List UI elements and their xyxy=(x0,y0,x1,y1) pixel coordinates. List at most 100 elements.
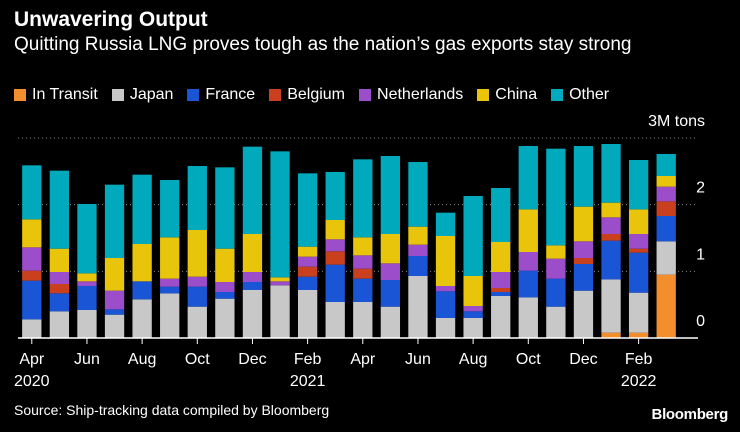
legend-item-china: China xyxy=(477,86,537,104)
bar-segment-netherlands xyxy=(160,278,180,287)
bar-segment-france xyxy=(380,280,401,307)
bar-stack xyxy=(518,146,538,338)
bar-segment-other xyxy=(325,172,345,220)
legend-swatch xyxy=(359,89,372,101)
x-tick-label: Feb xyxy=(625,351,653,368)
x-tick-label: Apr xyxy=(19,351,45,368)
bar-segment-china xyxy=(215,248,235,282)
bar-segment-japan xyxy=(132,299,152,338)
bar-segment-netherlands xyxy=(270,281,290,286)
chart-subtitle: Quitting Russia LNG proves tough as the … xyxy=(14,34,632,55)
bar-segment-japan xyxy=(380,306,401,338)
legend-item-japan: Japan xyxy=(111,86,173,104)
bar-segment-japan xyxy=(435,318,456,338)
bar-segment-other xyxy=(656,154,676,176)
bar-segment-belgium xyxy=(628,248,649,253)
x-tick-label: Aug xyxy=(128,351,156,368)
bar-segment-china xyxy=(270,277,290,282)
bar-segment-netherlands xyxy=(297,256,318,267)
bar-segment-japan xyxy=(463,318,483,338)
bar-segment-in-transit xyxy=(656,274,676,338)
bar-segment-other xyxy=(546,148,566,246)
x-tick-label: Feb xyxy=(294,351,322,368)
bar-segment-belgium xyxy=(22,270,42,281)
x-year-label: 2021 xyxy=(290,373,326,390)
bar-segment-belgium xyxy=(49,284,70,294)
legend-item-other: Other xyxy=(551,86,609,104)
bar-segment-other xyxy=(297,173,318,247)
bar-segment-belgium xyxy=(573,258,594,264)
bar-segment-belgium xyxy=(601,234,621,241)
bar-segment-france xyxy=(242,282,263,290)
bar-segment-france xyxy=(463,311,483,318)
bar-segment-in-transit xyxy=(628,332,649,338)
bar-segment-other xyxy=(187,166,207,230)
bar-segment-france xyxy=(104,309,125,315)
bar-segment-japan xyxy=(546,306,566,338)
legend-label: Belgium xyxy=(287,86,346,103)
chart-title: Unwavering Output xyxy=(14,8,208,31)
bar-segment-china xyxy=(325,220,345,240)
bar-stack xyxy=(160,180,180,338)
x-tick-label: Jun xyxy=(74,351,100,368)
legend-label: Other xyxy=(569,86,610,103)
y-tick-label: 2 xyxy=(696,180,705,197)
bar-segment-netherlands xyxy=(573,241,594,258)
bar-segment-other xyxy=(463,196,483,276)
bar-segment-china xyxy=(77,273,97,282)
bar-segment-france xyxy=(408,256,428,276)
bar-segment-netherlands xyxy=(491,272,511,288)
bar-segment-france xyxy=(325,264,345,302)
bar-segment-japan xyxy=(77,310,97,338)
legend-swatch xyxy=(477,89,490,101)
bar-segment-japan xyxy=(656,241,676,275)
bar-stack xyxy=(22,165,42,338)
bar-segment-japan xyxy=(601,279,621,333)
x-axis: Apr 2020 Jun Aug Oct Dec Feb 2021 Apr Jun Aug Oct De… xyxy=(14,337,698,390)
bar-segment-france xyxy=(187,286,207,307)
bar-segment-other xyxy=(104,184,125,258)
bar-stack xyxy=(491,188,511,338)
bar-segment-other xyxy=(353,159,373,238)
bar-segment-japan xyxy=(573,290,594,338)
legend-label: France xyxy=(205,86,256,103)
bar-segment-france xyxy=(435,291,456,318)
bar-segment-japan xyxy=(22,319,42,338)
legend-swatch xyxy=(14,89,26,101)
bar-segment-france xyxy=(518,270,538,298)
bar-segment-china xyxy=(546,245,566,259)
bar-segment-netherlands xyxy=(435,286,456,292)
bar-segment-netherlands xyxy=(325,239,345,252)
bar-segment-belgium xyxy=(491,288,511,292)
bar-segment-france xyxy=(22,280,42,320)
x-year-label: 2022 xyxy=(621,373,657,390)
bar-segment-france xyxy=(628,252,649,293)
bar-segment-japan xyxy=(49,311,70,338)
legend-item-belgium: Belgium xyxy=(269,86,345,104)
bar-segment-japan xyxy=(160,293,180,338)
bar-stack xyxy=(215,167,235,338)
legend-item-netherlands: Netherlands xyxy=(359,86,463,104)
x-tick-label: Dec xyxy=(569,351,597,368)
bar-segment-france xyxy=(49,293,70,312)
bar-stack xyxy=(187,166,207,338)
bar-stack xyxy=(573,146,594,338)
bar-segment-other xyxy=(601,144,621,203)
bar-segment-china xyxy=(601,202,621,218)
bar-segment-china xyxy=(573,206,594,242)
bar-segment-netherlands xyxy=(628,234,649,249)
bar-segment-china xyxy=(491,242,511,272)
bar-segment-netherlands xyxy=(77,281,97,286)
bar-stack xyxy=(408,162,428,338)
bar-segment-china xyxy=(297,246,318,257)
bar-segment-other xyxy=(49,170,70,249)
bar-segment-other xyxy=(270,151,290,278)
bar-segment-china xyxy=(49,248,70,272)
bar-stack xyxy=(628,160,649,338)
legend-label: In Transit xyxy=(32,86,98,103)
bar-segment-china xyxy=(160,237,180,279)
bar-segment-japan xyxy=(628,292,649,333)
bar-stack xyxy=(270,151,290,338)
bar-segment-other xyxy=(435,212,456,236)
